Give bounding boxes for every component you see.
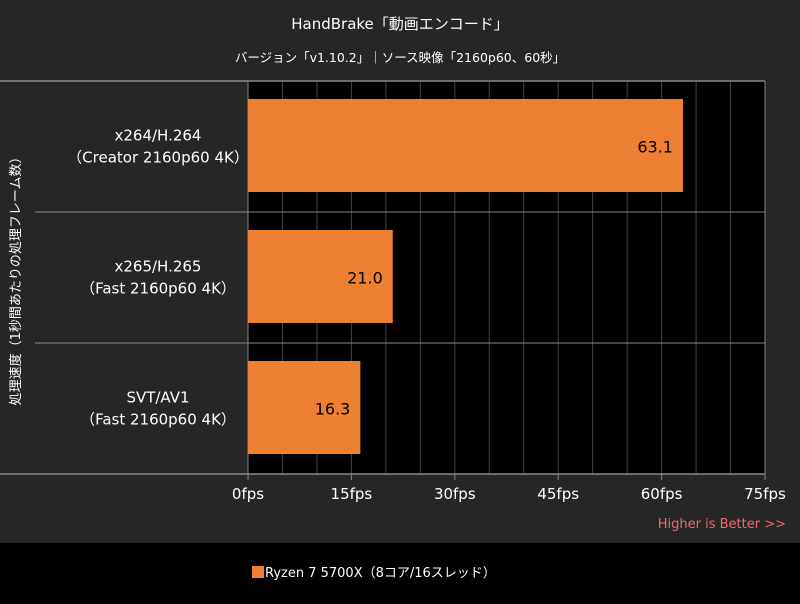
x-tick-label: 60fps xyxy=(641,485,683,503)
legend-background xyxy=(0,543,800,600)
data-label: 21.0 xyxy=(347,269,383,288)
bar xyxy=(248,230,393,323)
chart-subtitle: バージョン「v1.10.2」｜ソース映像「2160p60、60秒」 xyxy=(235,50,565,65)
y-axis-label: 処理速度（1秒間あたりの処理フレーム数） xyxy=(8,151,24,406)
x-tick-label: 45fps xyxy=(537,485,579,503)
category-label: （Fast 2160p60 4K） xyxy=(80,411,236,429)
x-tick-label: 75fps xyxy=(744,485,786,503)
legend-label: Ryzen 7 5700X（8コア/16スレッド） xyxy=(265,566,496,581)
category-label: （Creator 2160p60 4K） xyxy=(67,149,249,167)
higher-is-better-note: Higher is Better >> xyxy=(658,517,786,532)
data-label: 16.3 xyxy=(315,400,351,419)
category-label: （Fast 2160p60 4K） xyxy=(80,280,236,298)
data-label: 63.1 xyxy=(637,138,673,157)
x-tick-label: 0fps xyxy=(232,485,264,503)
bar xyxy=(248,99,683,192)
category-label: x265/H.265 xyxy=(115,258,202,276)
category-label: SVT/AV1 xyxy=(126,389,189,407)
category-label: x264/H.264 xyxy=(115,127,202,145)
legend-swatch xyxy=(252,566,264,578)
bar xyxy=(248,361,361,454)
chart-title: HandBrake「動画エンコード」 xyxy=(291,15,509,33)
x-tick-label: 30fps xyxy=(434,485,476,503)
x-tick-label: 15fps xyxy=(331,485,373,503)
